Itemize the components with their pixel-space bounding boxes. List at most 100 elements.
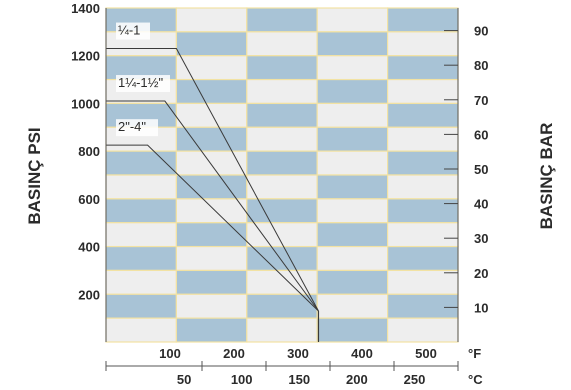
series-label-bg: [116, 119, 158, 137]
right-axis-title: BASINÇ BAR: [537, 123, 556, 230]
grid-cell: [316, 317, 389, 343]
grid-cell: [175, 31, 248, 57]
grid-cell: [175, 198, 248, 224]
grid-cell: [105, 174, 178, 200]
f-tick-label: 300: [287, 346, 309, 361]
grid-cell: [246, 317, 318, 343]
grid-cell: [246, 198, 318, 224]
series-label: 2"-4": [118, 119, 146, 134]
grid-cell: [175, 269, 248, 295]
grid-cell: [105, 269, 178, 295]
series-label: 1¼-1½": [118, 75, 163, 90]
series-lines: ¼-1 1¼-1½" 2"-4": [106, 22, 320, 342]
grid-cell: [105, 245, 178, 272]
grid-cell: [175, 7, 248, 33]
chart-background: [105, 7, 459, 343]
bar-tick-label: 30: [474, 231, 488, 246]
grid-cell: [316, 198, 389, 224]
left-axis-title: BASINÇ PSI: [25, 127, 44, 224]
bar-tick-label: 90: [474, 24, 488, 39]
c-tick-label: 250: [404, 372, 426, 387]
psi-tick-label: 1400: [71, 1, 100, 16]
grid-cell: [246, 7, 318, 33]
f-tick-label: 100: [159, 346, 181, 361]
grid-cell: [316, 7, 389, 33]
bar-tick-label: 70: [474, 93, 488, 108]
grid-cell: [387, 222, 459, 248]
grid-cell: [105, 317, 178, 343]
grid-cell: [387, 317, 459, 343]
chart-axes: [105, 8, 459, 371]
grid-cell: [316, 174, 389, 200]
grid-cell: [246, 150, 318, 176]
grid-cell: [387, 31, 459, 57]
grid-cell: [246, 269, 318, 295]
series-line: [106, 100, 319, 312]
grid-cell: [246, 174, 318, 200]
grid-cell: [246, 126, 318, 152]
grid-cell: [387, 174, 459, 200]
grid-cell: [175, 222, 248, 248]
grid-cell: [387, 198, 459, 224]
series-label-bg: [116, 22, 150, 40]
tick-labels: 200 400 600 800 1000 1200 1400 10 20 30 40 50 60 70 80…: [71, 1, 488, 387]
psi-tick-label: 200: [78, 287, 100, 302]
series-label-bg: [116, 75, 170, 93]
psi-tick-label: 1200: [71, 49, 100, 64]
c-tick-label: 100: [231, 372, 253, 387]
grid-cell: [246, 293, 318, 319]
grid-cell: [246, 245, 318, 272]
bar-tick-label: 50: [474, 162, 488, 177]
bar-tick-label: 60: [474, 127, 488, 142]
grid-cell: [387, 7, 459, 33]
grid-cell: [387, 126, 459, 152]
psi-tick-label: 600: [78, 192, 100, 207]
psi-tick-label: 400: [78, 240, 100, 255]
grid-cell: [316, 126, 389, 152]
bar-tick-label: 80: [474, 58, 488, 73]
grid-cell: [316, 293, 389, 319]
c-tick-label: 150: [288, 372, 310, 387]
f-tick-label: 400: [351, 346, 373, 361]
grid-cell: [316, 222, 389, 248]
grid-cell: [105, 198, 178, 224]
grid-cell: [105, 293, 178, 319]
grid-cell: [175, 78, 248, 105]
grid-cell: [316, 102, 389, 128]
grid-cell: [316, 245, 389, 272]
grid-cell: [316, 150, 389, 176]
grid-cell: [246, 31, 318, 57]
grid-cell: [175, 150, 248, 176]
grid-cell: [387, 55, 459, 81]
grid-cell: [175, 293, 248, 319]
grid-cell: [175, 317, 248, 343]
grid-cell: [246, 55, 318, 81]
series-line: [106, 48, 319, 312]
grid-cell: [316, 78, 389, 105]
f-tick-label: 500: [415, 346, 437, 361]
grid-cell: [175, 102, 248, 128]
f-tick-label: 200: [223, 346, 245, 361]
grid-cell: [387, 150, 459, 176]
grid-cell: [175, 174, 248, 200]
grid-cell: [387, 269, 459, 295]
grid-cell: [316, 55, 389, 81]
x-unit-f: °F: [468, 346, 481, 361]
grid-cell: [246, 102, 318, 128]
bar-tick-label: 40: [474, 197, 488, 212]
psi-tick-label: 800: [78, 144, 100, 159]
grid-cell: [105, 222, 178, 248]
c-tick-label: 50: [177, 372, 191, 387]
grid-cell: [387, 102, 459, 128]
grid-cell: [246, 78, 318, 105]
psi-tick-label: 1000: [71, 96, 100, 111]
series-label: ¼-1: [118, 23, 140, 38]
series-line: [106, 144, 319, 312]
c-tick-label: 200: [346, 372, 368, 387]
x-unit-c: °C: [468, 372, 483, 387]
grid-cell: [387, 245, 459, 272]
grid-cell: [387, 293, 459, 319]
grid-cell: [316, 269, 389, 295]
grid-cell: [316, 31, 389, 57]
